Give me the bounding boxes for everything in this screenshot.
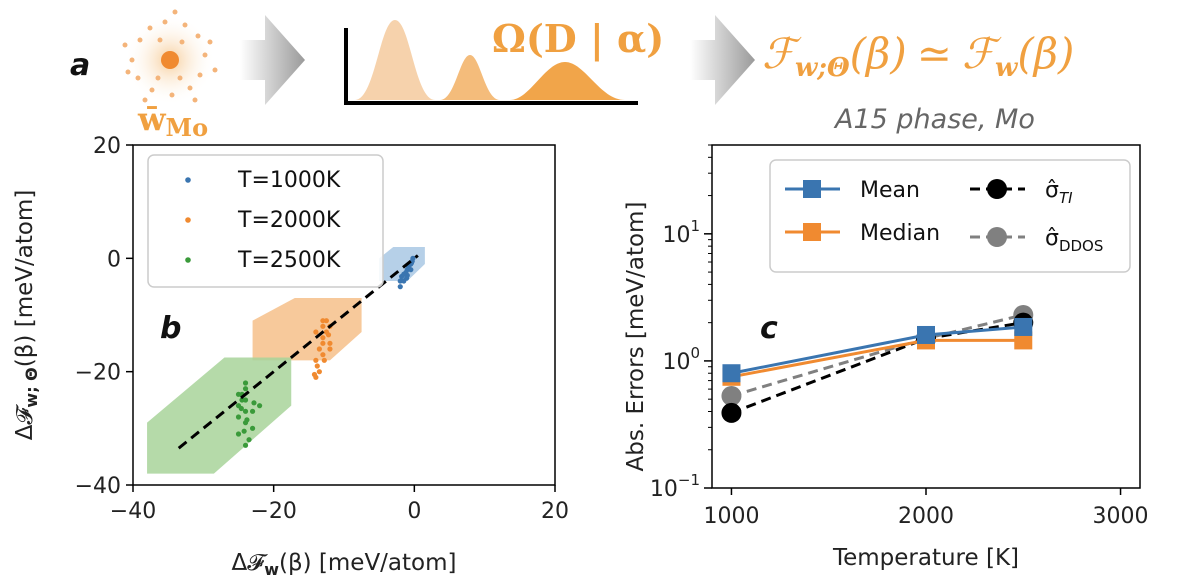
data-marker: [721, 385, 742, 406]
x-axis-label: Δ𝓕w(β) [meV/atom]: [231, 550, 456, 579]
data-point: [242, 397, 249, 403]
data-point: [320, 340, 326, 346]
x-tick-label: 0: [407, 499, 421, 524]
x-tick-label: −40: [110, 499, 156, 524]
free-energy-equation: ℱw;Θ(β) ≃ ℱw(β): [762, 29, 1074, 83]
line-plot-c: 10−1 100 101 1000 2000 3000 Temperature [K] Abs…: [623, 144, 1149, 571]
data-point: [320, 335, 326, 341]
data-marker: [721, 402, 742, 423]
legend-entry: T=2000K: [237, 208, 341, 233]
legend-marker: [185, 177, 191, 183]
data-point: [323, 318, 330, 324]
legend-entry: T=1000K: [237, 168, 341, 193]
legend-box: [147, 154, 384, 288]
data-point: [238, 405, 244, 412]
legend-entry: Median: [860, 221, 940, 246]
data-point: [242, 380, 249, 386]
data-point: [316, 369, 322, 375]
x-tick-label: 2000: [898, 504, 954, 529]
legend-entry: Mean: [860, 178, 920, 203]
legend-box: [769, 159, 1131, 273]
data-point: [242, 386, 249, 392]
confidence-band-T=1000K: [379, 247, 425, 281]
data-marker: [917, 325, 935, 344]
data-point: [397, 284, 403, 290]
data-point: [311, 371, 318, 378]
data-point: [242, 442, 249, 448]
data-marker: [722, 364, 741, 383]
x-axis-label: Temperature [K]: [832, 545, 1019, 571]
arrow-right-icon: [240, 15, 305, 105]
distribution-curves-icon: [344, 20, 638, 105]
diagonal-reference-line: [177, 254, 419, 450]
y-tick-label: 100: [662, 344, 700, 375]
legend-marker: [803, 180, 821, 198]
legend-entry: T=2500K: [237, 248, 341, 273]
data-point: [403, 275, 410, 281]
wbar-label: w̄Mo: [137, 100, 208, 142]
x-tick-label: 3000: [1093, 504, 1149, 529]
figure-subtitle: A15 phase, Mo: [833, 104, 1035, 135]
data-point: [401, 271, 407, 277]
data-point: [320, 323, 326, 329]
data-point: [249, 425, 256, 431]
data-point: [235, 414, 242, 420]
data-point: [241, 428, 247, 434]
omega-label: Ω(D | α): [492, 16, 664, 61]
weight-sphere-icon: [122, 9, 218, 105]
legend-marker: [185, 217, 191, 223]
panel-label-a: a: [70, 48, 90, 83]
y-tick-label: 20: [93, 134, 121, 159]
y-tick-label: −40: [75, 474, 121, 499]
data-point: [314, 363, 320, 369]
plot-frame: [132, 144, 556, 486]
data-point: [242, 408, 249, 414]
x-tick-label: 1000: [703, 504, 759, 529]
data-point: [316, 346, 322, 352]
y-tick-label: 101: [662, 217, 700, 248]
data-point: [313, 357, 319, 363]
data-point: [249, 408, 256, 414]
legend-marker: [987, 227, 1007, 247]
y-axis-label: Abs. Errors [meV/atom]: [623, 202, 649, 472]
arrow-right-icon: [690, 15, 755, 105]
panel-label-b: b: [160, 311, 181, 346]
confidence-band-T=2000K: [252, 298, 362, 361]
x-tick-label: −20: [250, 499, 296, 524]
data-point: [246, 437, 252, 443]
data-point: [235, 391, 242, 397]
data-point: [325, 332, 332, 338]
legend-marker: [987, 179, 1007, 199]
data-point: [327, 346, 333, 352]
legend-entry: σ̂TI: [1045, 178, 1073, 207]
data-point: [244, 417, 250, 423]
data-point: [251, 400, 257, 406]
panel-label-c: c: [760, 311, 778, 346]
y-tick-label: 10−1: [650, 471, 700, 502]
y-axis-label: Δ𝓕w; Θ(β) [meV/atom]: [12, 190, 41, 441]
x-tick-label: 20: [541, 499, 569, 524]
data-point: [313, 329, 319, 335]
y-tick-label: −20: [75, 361, 121, 386]
y-tick-label: 0: [107, 247, 121, 272]
data-point: [321, 357, 327, 363]
data-point: [320, 352, 326, 358]
data-point: [410, 255, 416, 261]
legend-marker: [803, 223, 821, 241]
legend-entry: σ̂DDOS: [1045, 226, 1103, 255]
legend-marker: [185, 257, 191, 263]
data-point: [235, 431, 242, 437]
data-marker: [1014, 317, 1033, 336]
data-point: [327, 340, 333, 346]
data-point: [257, 403, 263, 409]
legend: Mean Median σ̂TI σ̂DDOS: [769, 159, 1131, 273]
scatter-plot-b: −40 −20 0 20 −40 −20 0 20 Δ𝓕w(β) [meV/atom] Δ𝓕w; …: [12, 134, 569, 579]
series-line-σ̂: [731, 313, 1024, 398]
legend: T=1000K T=2000K T=2500K: [147, 154, 384, 288]
